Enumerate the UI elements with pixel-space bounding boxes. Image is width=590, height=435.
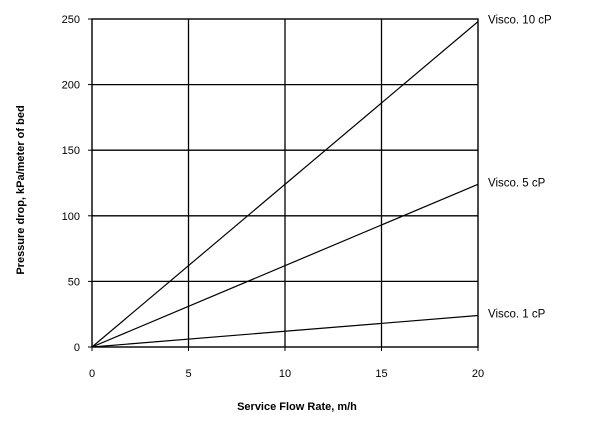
- x-axis-title: Service Flow Rate, m/h: [237, 401, 357, 413]
- series-line-3: [91, 314, 479, 348]
- x-tick-label-0: 0: [89, 368, 95, 380]
- series-label-2: Visco. 5 cP: [488, 177, 546, 189]
- series-layer: [91, 21, 479, 348]
- grid-layer: [92, 19, 478, 347]
- x-tick-label-15: 15: [375, 368, 387, 380]
- y-tick-label-200: 200: [62, 80, 80, 92]
- series-line-2: [91, 183, 479, 348]
- series-label-layer: Visco. 10 cP Visco. 5 cP Visco. 1 cP: [488, 15, 552, 321]
- y-axis-title: Pressure drop, kPa/meter of bed: [15, 105, 27, 274]
- x-tick-label-5: 5: [185, 368, 191, 380]
- y-tick-label-0: 0: [74, 342, 80, 354]
- y-tick-label-100: 100: [62, 211, 80, 223]
- series-label-3: Visco. 1 cP: [488, 309, 546, 321]
- series-label-1: Visco. 10 cP: [488, 15, 552, 27]
- y-tick-label-250: 250: [62, 14, 80, 26]
- y-tick-label-150: 150: [62, 145, 80, 157]
- x-tick-label-10: 10: [279, 368, 291, 380]
- series-line-1: [91, 21, 479, 348]
- y-tick-label-50: 50: [68, 276, 80, 288]
- x-tick-label-20: 20: [472, 368, 484, 380]
